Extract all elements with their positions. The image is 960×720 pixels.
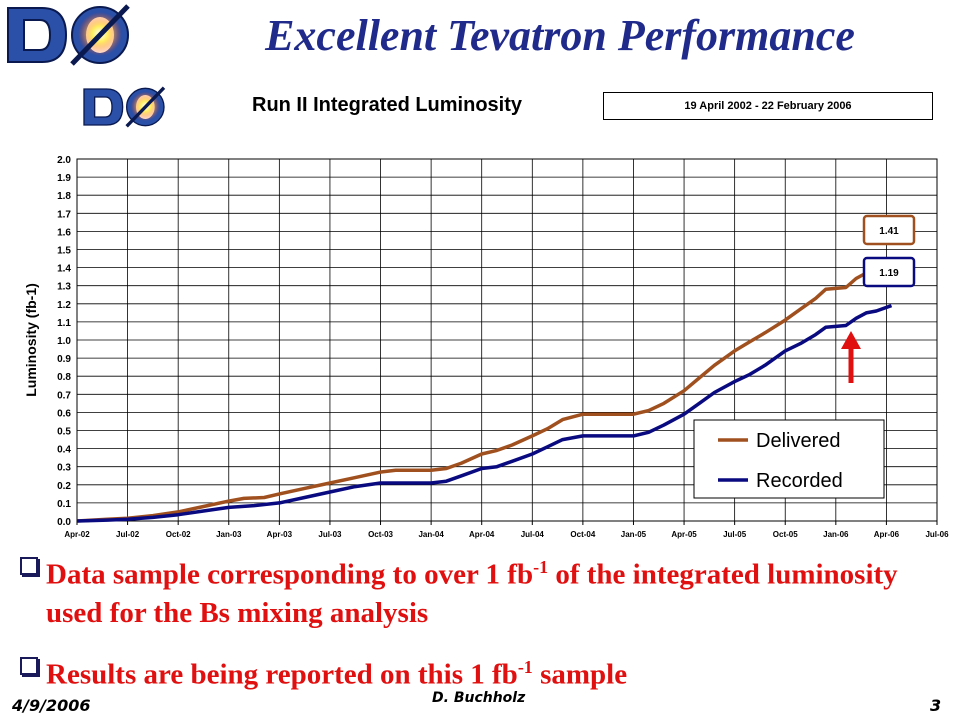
x-tick-label: Apr-04	[469, 530, 495, 539]
end-label-box-delivered	[862, 214, 916, 246]
x-tick-label: Oct-03	[368, 530, 393, 539]
series-line-recorded	[76, 303, 893, 523]
d0-logo-small	[83, 86, 166, 128]
x-tick-label: Apr-05	[671, 530, 697, 539]
date-range-box: 19 April 2002 - 22 February 2006	[603, 92, 933, 120]
x-tick-label: Jul-05	[723, 530, 747, 539]
bullet-item-2: Results are being reported on this 1 fb-…	[20, 648, 950, 694]
y-tick-label: 0.8	[57, 372, 71, 383]
end-label-recorded: 1.19	[879, 268, 899, 279]
y-tick-label: 1.8	[57, 191, 71, 202]
series-line-delivered	[76, 264, 890, 523]
x-tick-label: Jan-05	[621, 530, 647, 539]
arrow-head	[841, 330, 861, 349]
red-arrow	[841, 330, 861, 383]
series-end-labels: 1.41 1.19	[862, 214, 916, 288]
y-tick-label: 0.5	[57, 427, 71, 438]
y-tick-label: 0.1	[57, 499, 71, 510]
x-tick-labels: Apr-02 Jul-02 Oct-02 Jan-03 Apr-03 Jul-03 Oct-…	[64, 530, 949, 539]
y-tick-label: 1.0	[57, 336, 71, 347]
y-tick-label: 1.5	[57, 246, 71, 257]
y-tick-label: 1.3	[57, 282, 71, 293]
end-label-box-recorded	[862, 256, 916, 288]
footer-date: 4/9/2006	[12, 696, 91, 715]
y-tick-label: 1.6	[57, 227, 71, 238]
y-tick-label: 0.0	[57, 517, 71, 528]
x-tick-label: Apr-02	[64, 530, 90, 539]
x-tick-label: Jul-02	[116, 530, 140, 539]
slide-title: Excellent Tevatron Performance	[265, 11, 855, 60]
x-tick-label: Jul-03	[318, 530, 342, 539]
y-tick-label: 1.7	[57, 209, 71, 220]
x-tick-label: Jan-03	[216, 530, 242, 539]
luminosity-chart: 0.0 0.1 0.2 0.3 0.4 0.5 0.6 0.7 0.8 0.9 1.0 1.1 1.2 1…	[23, 155, 949, 539]
end-label-delivered: 1.41	[879, 226, 899, 237]
y-tick-label: 2.0	[57, 155, 71, 166]
y-tick-label: 0.9	[57, 354, 71, 365]
y-axis-label: Luminosity (fb-1)	[23, 283, 39, 397]
x-tick-label: Jul-04	[521, 530, 545, 539]
series-lines	[76, 264, 893, 523]
y-tick-label: 1.4	[57, 264, 71, 275]
x-tick-label: Oct-04	[570, 530, 595, 539]
checkbox-bullet-icon	[20, 656, 38, 675]
legend-box	[693, 419, 885, 499]
y-tick-label: 0.6	[57, 408, 71, 419]
x-tick-label: Oct-02	[166, 530, 191, 539]
x-tick-label: Apr-03	[267, 530, 293, 539]
legend-label-recorded: Recorded	[756, 470, 843, 492]
x-tick-label: Jul-06	[925, 530, 949, 539]
y-tick-label: 0.3	[57, 463, 71, 474]
bullet-item-1: Data sample corresponding to over 1 fb-1…	[20, 548, 950, 632]
x-tick-label: Oct-05	[773, 530, 798, 539]
x-tick-label: Jan-04	[418, 530, 444, 539]
legend-label-delivered: Delivered	[756, 430, 840, 452]
checkbox-bullet-icon	[20, 557, 38, 575]
d0-logo-large	[7, 4, 130, 66]
footer-page-number: 3	[930, 696, 942, 715]
bullet-list: Data sample corresponding to over 1 fb-1…	[20, 548, 950, 709]
y-tick-label: 1.9	[57, 173, 71, 184]
x-tick-label: Jan-06	[823, 530, 849, 539]
y-tick-label: 1.2	[57, 300, 71, 311]
y-tick-label: 0.4	[57, 445, 71, 456]
y-tick-labels: 0.0 0.1 0.2 0.3 0.4 0.5 0.6 0.7 0.8 0.9 1.0 1.1 1.2 1…	[57, 155, 71, 528]
chart-legend: Delivered Recorded	[693, 419, 885, 499]
y-tick-label: 1.1	[57, 318, 71, 329]
y-tick-label: 0.2	[57, 481, 71, 492]
y-tick-label: 0.7	[57, 390, 71, 401]
x-tick-label: Apr-06	[874, 530, 900, 539]
footer-author: D. Buchholz	[432, 690, 526, 706]
chart-title: Run II Integrated Luminosity	[252, 94, 523, 116]
